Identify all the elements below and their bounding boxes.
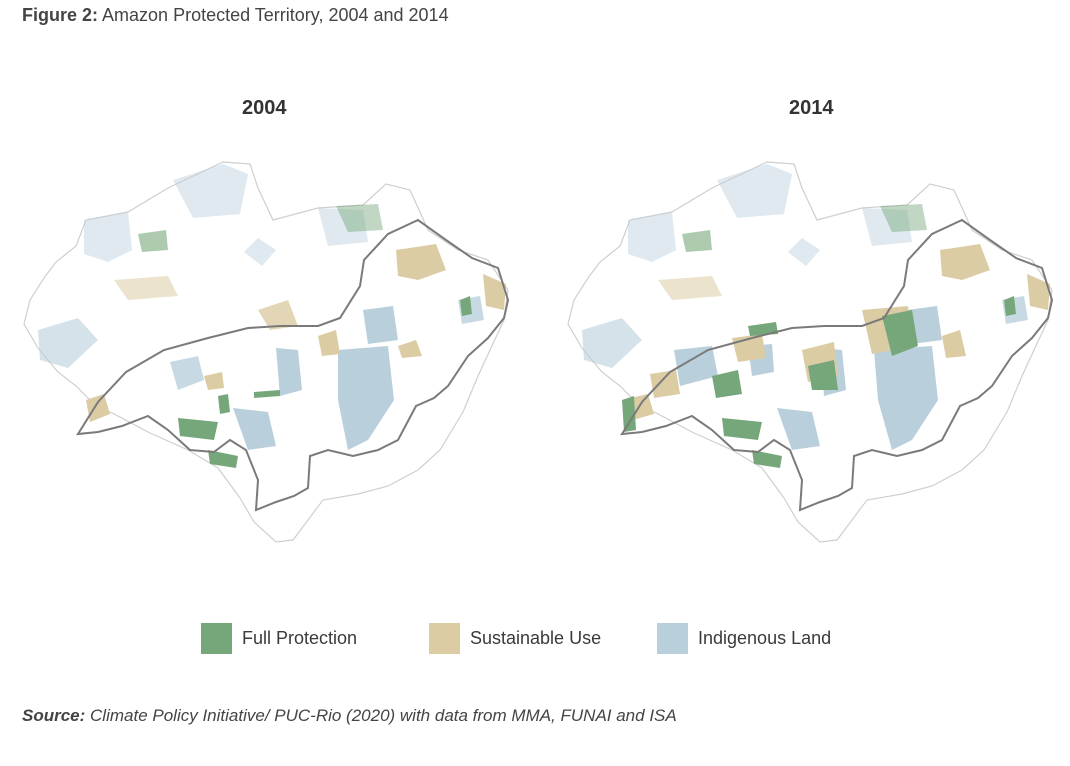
- legend-swatch-full-protection: [201, 623, 232, 654]
- legend-label-full-protection: Full Protection: [242, 628, 358, 648]
- legal-amazon-outline: [23, 161, 509, 543]
- study-area-boundary: [620, 218, 1054, 512]
- sustainable-use-areas: [86, 244, 506, 422]
- figure-title-text: Amazon Protected Territory, 2004 and 201…: [102, 5, 449, 25]
- map-title-2004: 2004: [242, 97, 287, 119]
- legend-swatch-sustainable-use: [429, 623, 460, 654]
- full-protection-areas: [138, 204, 472, 468]
- figure-label: Figure 2:: [22, 5, 99, 25]
- indigenous-land-areas: [38, 164, 484, 450]
- legend-label-indigenous-land: Indigenous Land: [698, 628, 832, 648]
- map-legend: Full Protection Sustainable Use Indigeno…: [0, 623, 1070, 657]
- legend-label-sustainable-use: Sustainable Use: [470, 628, 602, 648]
- source-label: Source:: [22, 706, 86, 725]
- figure-title: Figure 2: Amazon Protected Territory, 20…: [22, 5, 449, 26]
- source-text: Climate Policy Initiative/ PUC-Rio (2020…: [90, 706, 677, 725]
- source-note: Source: Climate Policy Initiative/ PUC-R…: [22, 706, 677, 726]
- map-2014: [567, 161, 1054, 543]
- legend-swatch-indigenous-land: [657, 623, 688, 654]
- study-area-boundary: [76, 218, 510, 512]
- full-protection-areas: [622, 204, 1016, 468]
- map-2004: [23, 161, 510, 543]
- map-title-2014: 2014: [789, 97, 834, 119]
